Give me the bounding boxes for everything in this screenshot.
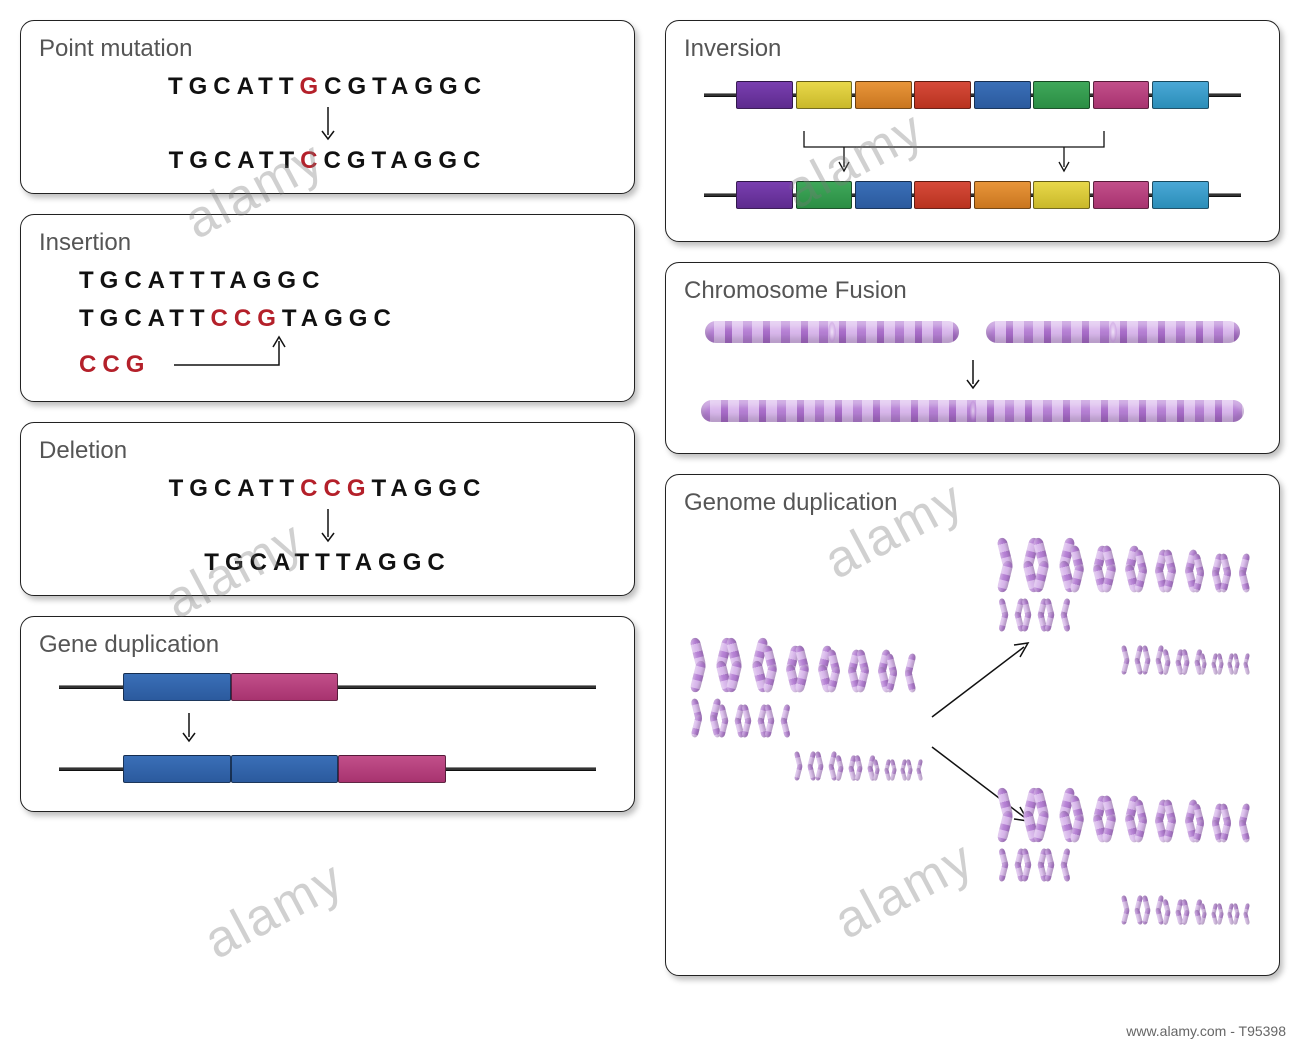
insert-arrow-icon bbox=[169, 333, 309, 383]
panel-title: Chromosome Fusion bbox=[684, 277, 1261, 305]
sequence-before: TGCATTCCGTAGGC bbox=[169, 475, 487, 503]
panel-gene-duplication: Gene duplication bbox=[20, 616, 635, 812]
karyotype-copy-2 bbox=[1001, 787, 1251, 930]
panel-title: Gene duplication bbox=[39, 631, 616, 659]
sequence-line2: TGCATTCCGTAGGC bbox=[79, 305, 397, 333]
arrow-down-icon bbox=[318, 507, 338, 545]
panel-title: Deletion bbox=[39, 437, 616, 465]
panel-insertion: Insertion TGCATTTAGGC TGCATTCCGTAGGC CCG bbox=[20, 214, 635, 402]
gene-track-before bbox=[59, 669, 596, 705]
inversion-track-top bbox=[704, 77, 1241, 113]
diagram-container: Point mutation TGCATTGCGTAGGC TGCATTCCGT… bbox=[20, 20, 1280, 976]
karyotype-original bbox=[694, 637, 924, 786]
image-id-label: www.alamy.com - T95398 bbox=[1126, 1023, 1286, 1039]
right-column: Inversion Chromosome Fusion bbox=[665, 20, 1280, 976]
insert-label: CCG bbox=[79, 351, 150, 379]
sequence-before: TGCATTGCGTAGGC bbox=[168, 73, 487, 101]
gene-track-after bbox=[59, 751, 596, 787]
panel-deletion: Deletion TGCATTCCGTAGGC TGCATTTAGGC bbox=[20, 422, 635, 596]
arrow-down-icon bbox=[318, 105, 338, 143]
inversion-bracket-icon bbox=[684, 127, 1261, 173]
chromosome-bar-fused bbox=[701, 400, 1243, 422]
chromosome-bar bbox=[986, 321, 1240, 343]
panel-title: Inversion bbox=[684, 35, 1261, 63]
arrow-down-icon bbox=[179, 711, 199, 745]
left-column: Point mutation TGCATTGCGTAGGC TGCATTCCGT… bbox=[20, 20, 635, 976]
panel-title: Genome duplication bbox=[684, 489, 1261, 517]
sequence-after: TGCATTCCGTAGGC bbox=[169, 147, 487, 175]
sequence-line1: TGCATTTAGGC bbox=[79, 267, 325, 295]
arrow-down-icon bbox=[963, 358, 983, 392]
panel-inversion: Inversion bbox=[665, 20, 1280, 242]
panel-title: Point mutation bbox=[39, 35, 616, 63]
karyotype-copy-1 bbox=[1001, 537, 1251, 680]
panel-genome-duplication: Genome duplication bbox=[665, 474, 1280, 976]
panel-title: Insertion bbox=[39, 229, 616, 257]
sequence-after: TGCATTTAGGC bbox=[204, 549, 450, 577]
panel-point-mutation: Point mutation TGCATTGCGTAGGC TGCATTCCGT… bbox=[20, 20, 635, 194]
inversion-track-bottom bbox=[704, 177, 1241, 213]
panel-chromosome-fusion: Chromosome Fusion bbox=[665, 262, 1280, 454]
chromosome-bar bbox=[705, 321, 959, 343]
